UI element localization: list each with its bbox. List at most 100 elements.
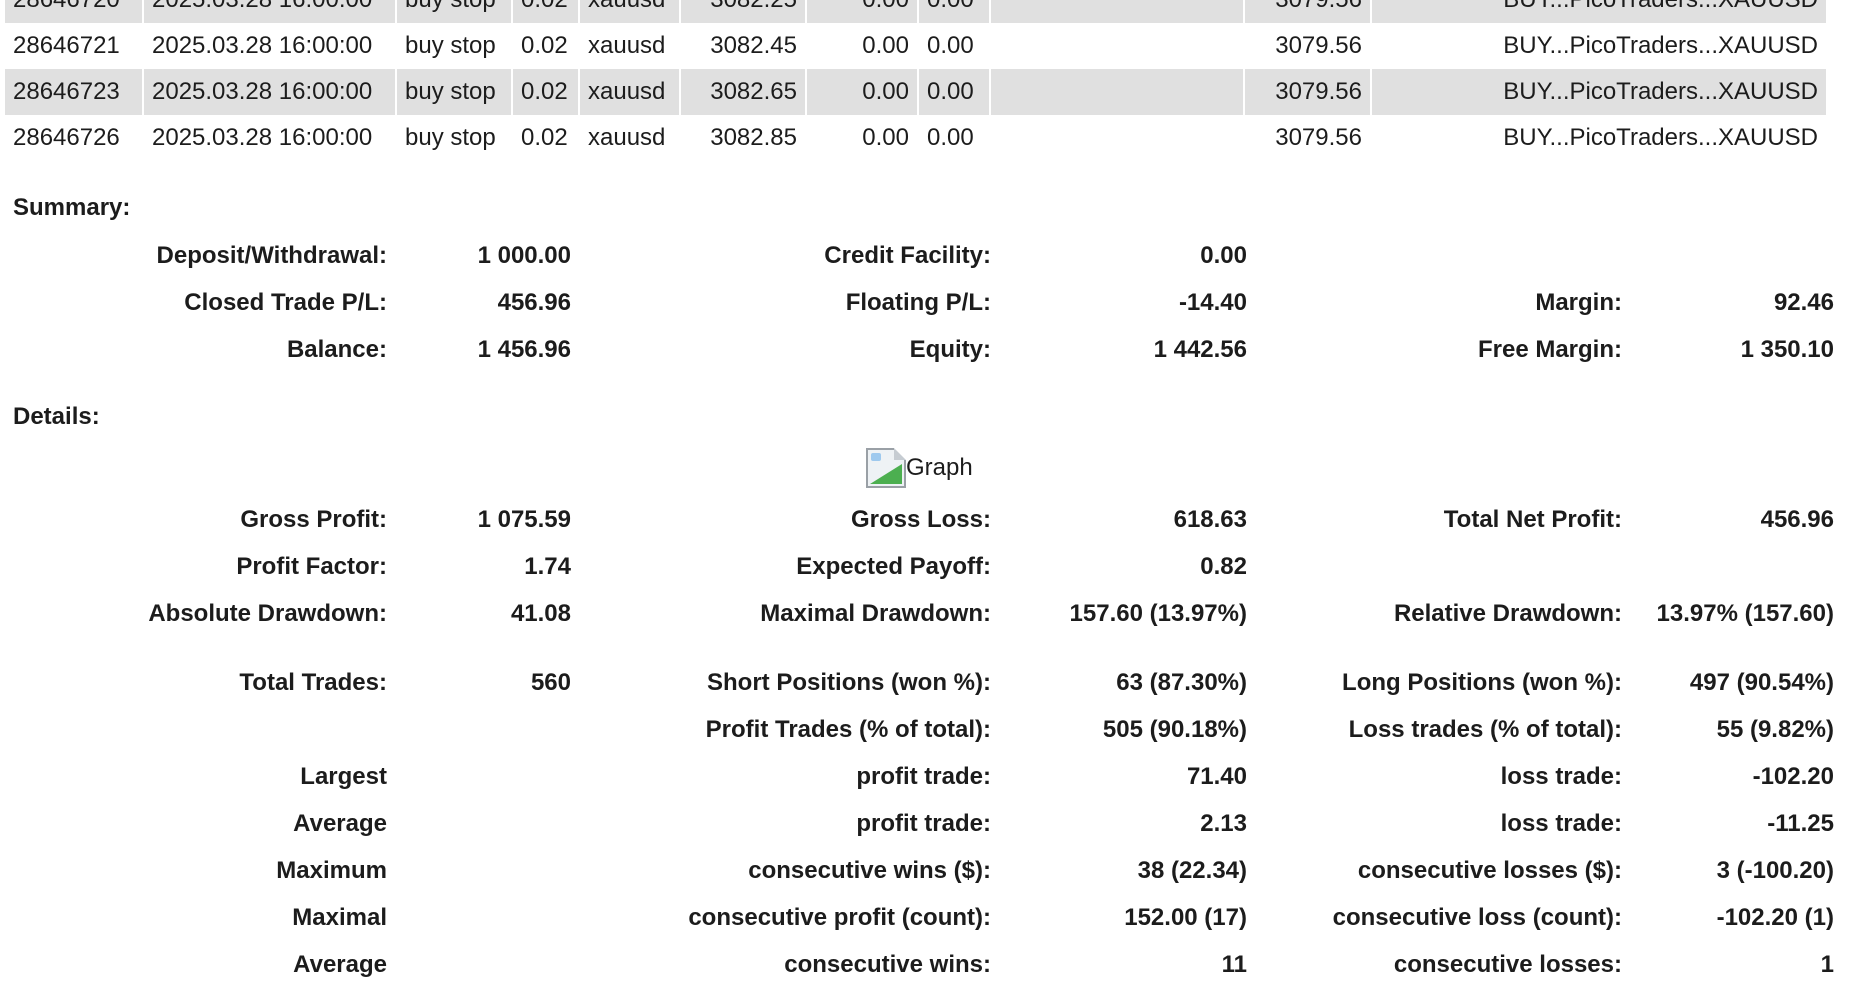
order-item: xauusd — [578, 23, 679, 69]
table-row: 28646726 2025.03.28 16:00:00 buy stop 0.… — [5, 115, 1826, 161]
order-ticket: 28646723 — [5, 69, 142, 115]
order-item: xauusd — [578, 115, 679, 161]
trades-label: Largest — [300, 762, 387, 790]
trades-value — [395, 800, 579, 847]
details-label: Maximal Drawdown: — [760, 599, 991, 627]
order-item: xauusd — [578, 0, 679, 23]
order-item: xauusd — [578, 69, 679, 115]
order-time: 2025.03.28 16:00:00 — [142, 23, 395, 69]
summary-value: 1 000.00 — [477, 241, 571, 269]
trades-value: 55 (9.82%) — [1716, 715, 1834, 743]
trades-label: Short Positions (won %): — [707, 668, 991, 696]
details-label: Gross Loss: — [850, 505, 991, 533]
order-sl: 0.00 — [805, 23, 917, 69]
trades-value — [395, 894, 579, 941]
order-tp: 0.00 — [917, 115, 989, 161]
details-row: Gross Profit: 1 075.59 Gross Loss: 618.6… — [5, 496, 1842, 543]
table-row: 28646723 2025.03.28 16:00:00 buy stop 0.… — [5, 69, 1826, 115]
graph-image: Graph — [866, 448, 973, 488]
summary-value: 92.46 — [1773, 288, 1834, 316]
order-sl: 0.00 — [805, 115, 917, 161]
order-time: 2025.03.28 16:00:00 — [142, 0, 395, 23]
trades-value: 560 — [530, 668, 571, 696]
trades-label: Average — [293, 950, 387, 978]
trades-value — [395, 753, 579, 800]
order-price: 3082.25 — [679, 0, 805, 23]
order-sl: 0.00 — [805, 69, 917, 115]
details-value: 618.63 — [1173, 505, 1247, 533]
trades-value: -11.25 — [1767, 809, 1834, 837]
order-size: 0.02 — [511, 23, 578, 69]
details-label: Gross Profit: — [240, 505, 387, 533]
order-type: buy stop — [395, 69, 511, 115]
order-ticket: 28646721 — [13, 32, 120, 59]
details-label — [1255, 543, 1630, 590]
trades-value: -102.20 — [1752, 762, 1834, 790]
details-label: Relative Drawdown: — [1393, 599, 1622, 627]
trades-label: consecutive wins ($): — [748, 856, 991, 884]
order-empty-cell — [989, 23, 1243, 69]
details-label: Profit Factor: — [236, 552, 387, 580]
order-ticket: 28646726 — [13, 124, 120, 151]
summary-label: Equity: — [909, 335, 991, 363]
summary-value: 1 350.10 — [1740, 335, 1834, 363]
details-value — [1630, 543, 1842, 590]
summary-value — [1630, 232, 1842, 279]
trades-table: Total Trades: 560 Short Positions (won %… — [5, 659, 1842, 988]
trades-value: 11 — [1221, 950, 1247, 978]
trades-row: Profit Trades (% of total): 505 (90.18%)… — [5, 706, 1842, 753]
trades-label: consecutive losses: — [1393, 950, 1622, 978]
summary-row: Closed Trade P/L: 456.96 Floating P/L: -… — [5, 279, 1842, 326]
trades-row: Average consecutive wins: 11 consecutive… — [5, 941, 1842, 988]
order-tp: 0.00 — [917, 0, 989, 23]
trades-label: consecutive loss (count): — [1332, 903, 1622, 931]
table-row: 28646721 2025.03.28 16:00:00 buy stop 0.… — [5, 23, 1826, 69]
trades-row: Average profit trade: 2.13 loss trade: -… — [5, 800, 1842, 847]
order-current-price: 3079.56 — [1243, 115, 1370, 161]
trades-label: consecutive profit (count): — [688, 903, 991, 931]
order-comment: BUY...PicoTraders...XAUUSD — [1370, 0, 1826, 23]
trades-value: 71.40 — [1186, 762, 1247, 790]
details-value: 1 075.59 — [477, 505, 571, 533]
trades-label: Maximum — [276, 856, 387, 884]
trades-label: Average — [293, 809, 387, 837]
summary-label: Credit Facility: — [824, 241, 991, 269]
details-value: 157.60 (13.97%) — [1069, 599, 1247, 627]
summary-value: 1 456.96 — [477, 335, 571, 363]
order-price: 3082.65 — [679, 69, 805, 115]
trades-label: Profit Trades (% of total): — [705, 715, 991, 743]
details-value: 0.82 — [1200, 552, 1247, 580]
order-current-price: 3079.56 — [1243, 23, 1370, 69]
summary-row: Balance: 1 456.96 Equity: 1 442.56 Free … — [5, 326, 1842, 373]
broken-image-icon — [866, 448, 906, 488]
trades-label: profit trade: — [856, 809, 991, 837]
details-label: Absolute Drawdown: — [148, 599, 387, 627]
summary-label: Floating P/L: — [845, 288, 991, 316]
summary-value: 1 442.56 — [1153, 335, 1247, 363]
graph-alt-text: Graph — [906, 454, 973, 481]
order-time: 2025.03.28 16:00:00 — [142, 115, 395, 161]
trades-label: Loss trades (% of total): — [1348, 715, 1622, 743]
details-value: 1.74 — [524, 552, 571, 580]
order-empty-cell — [989, 69, 1243, 115]
trades-label: loss trade: — [1500, 809, 1622, 837]
order-comment: BUY...PicoTraders...XAUUSD — [1370, 69, 1826, 115]
details-label: Expected Payoff: — [796, 552, 991, 580]
details-value: 13.97% (157.60) — [1656, 599, 1834, 627]
trades-value — [395, 847, 579, 894]
order-comment: BUY...PicoTraders...XAUUSD — [1370, 115, 1826, 161]
trades-value: 1 — [1820, 950, 1834, 978]
table-row: 28646720 2025.03.28 16:00:00 buy stop 0.… — [5, 0, 1826, 23]
trades-value: 38 (22.34) — [1137, 856, 1247, 884]
trades-label: loss trade: — [1500, 762, 1622, 790]
trades-value: -102.20 (1) — [1716, 903, 1834, 931]
order-price: 3082.85 — [679, 115, 805, 161]
order-empty-cell — [989, 115, 1243, 161]
order-size: 0.02 — [511, 0, 578, 23]
summary-heading: Summary: — [13, 194, 131, 221]
trades-row: Total Trades: 560 Short Positions (won %… — [5, 659, 1842, 706]
trades-value: 3 (-100.20) — [1716, 856, 1834, 884]
summary-table: Deposit/Withdrawal: 1 000.00 Credit Faci… — [5, 232, 1842, 373]
order-type: buy stop — [395, 115, 511, 161]
order-type: buy stop — [395, 23, 511, 69]
